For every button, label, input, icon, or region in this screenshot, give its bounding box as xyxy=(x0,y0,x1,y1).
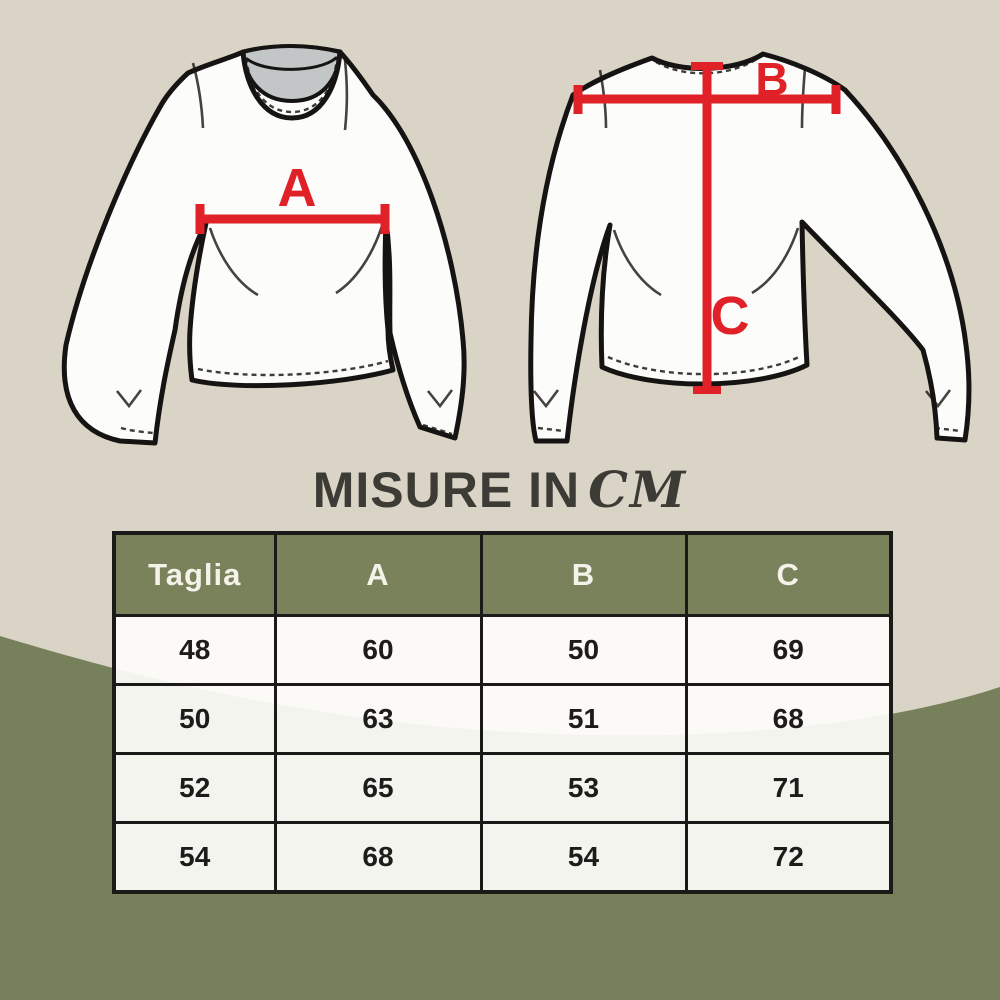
measure-lines xyxy=(195,62,841,394)
cell-c: 71 xyxy=(684,752,893,824)
back-right-cuff-stitching xyxy=(934,426,962,433)
front-right-shoulder-crease xyxy=(343,59,349,131)
table-row: 54 68 54 72 xyxy=(112,821,893,894)
measure-label-a: A xyxy=(278,158,317,218)
header-a: A xyxy=(273,531,483,617)
header-taglia: Taglia xyxy=(112,531,277,617)
front-right-armpit-crease xyxy=(335,225,384,295)
back-neck-stitching xyxy=(655,57,758,75)
size-table: Taglia A B C 48 60 50 69 50 63 51 68 52 … xyxy=(112,531,893,894)
back-shirt-body xyxy=(528,51,972,444)
page-title: MISURE IN CM xyxy=(0,460,1000,519)
cell-size: 54 xyxy=(112,821,277,894)
cell-a: 68 xyxy=(273,821,483,894)
cell-b: 53 xyxy=(479,752,688,824)
table-row: 52 65 53 71 xyxy=(112,752,893,824)
table-row: 50 63 51 68 xyxy=(112,683,893,755)
front-hem-stitching xyxy=(197,359,389,377)
cell-size: 48 xyxy=(112,614,277,686)
cell-c: 72 xyxy=(684,821,893,894)
cell-a: 63 xyxy=(273,683,483,755)
front-collar-opening xyxy=(240,44,343,104)
front-collar-stitching xyxy=(244,57,339,114)
front-neckline xyxy=(240,49,343,121)
header-b: B xyxy=(479,531,688,617)
size-table-header-row: Taglia A B C xyxy=(112,531,893,617)
cell-c: 69 xyxy=(684,614,893,686)
front-left-armpit-crease xyxy=(208,227,259,297)
measurement-diagram: A B C xyxy=(61,44,972,446)
cell-b: 50 xyxy=(479,614,688,686)
cell-a: 65 xyxy=(273,752,483,824)
cell-size: 50 xyxy=(112,683,277,755)
title-main: MISURE IN xyxy=(312,462,581,518)
back-left-armpit-crease xyxy=(612,229,662,297)
header-c: C xyxy=(684,531,893,617)
front-left-cuff-crease xyxy=(115,389,143,409)
table-row: 48 60 50 69 xyxy=(112,614,893,686)
back-right-armpit-crease xyxy=(751,227,800,295)
measure-label-c: C xyxy=(711,286,750,346)
front-collar-seam xyxy=(245,56,338,71)
cell-size: 52 xyxy=(112,752,277,824)
front-right-cuff-crease xyxy=(426,389,454,409)
cell-b: 54 xyxy=(479,821,688,894)
measure-label-b: B xyxy=(755,53,788,105)
title-unit: CM xyxy=(588,460,688,519)
cell-a: 60 xyxy=(273,614,483,686)
front-left-shoulder-crease xyxy=(191,62,205,129)
cell-c: 68 xyxy=(684,683,893,755)
back-shirt-illustration xyxy=(528,51,972,444)
front-shirt-illustration xyxy=(61,44,467,446)
front-shirt-body xyxy=(61,44,467,446)
back-left-cuff-crease xyxy=(532,389,560,409)
front-left-cuff-stitching xyxy=(120,426,154,435)
back-left-cuff-stitching xyxy=(537,426,565,433)
back-right-cuff-crease xyxy=(924,389,952,409)
cell-b: 51 xyxy=(479,683,688,755)
front-right-cuff-stitching xyxy=(422,423,453,436)
